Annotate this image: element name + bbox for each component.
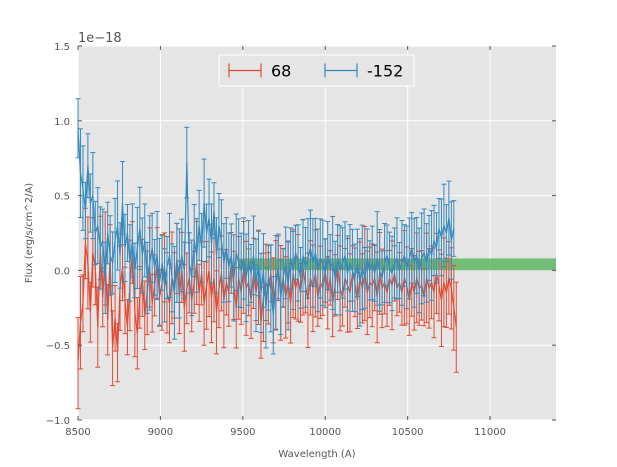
legend-entry--152: -152 (324, 62, 403, 81)
legend-entry-68: 68 (228, 62, 291, 81)
plot-area (78, 46, 556, 420)
series-layer (75, 98, 459, 410)
y-tick-label: −0.5 (46, 341, 70, 352)
x-tick-label: 9000 (148, 427, 173, 438)
legend: 68 -152 (218, 54, 415, 87)
y-axis-title: Flux (erg/s/cm^2/A) (24, 183, 35, 283)
y-offset-label: 1e−18 (78, 31, 122, 46)
x-tick-label: 10000 (309, 427, 341, 438)
x-tick-label: 8500 (65, 427, 90, 438)
legend-label: 68 (271, 62, 291, 81)
y-tick-label: 0.5 (54, 192, 70, 203)
series-line-68 (77, 243, 457, 364)
series-line--152 (77, 128, 455, 316)
x-tick-label: 10500 (392, 427, 424, 438)
y-tick-label: 1.0 (54, 117, 70, 128)
y-tick-label: −1.0 (46, 416, 70, 427)
y-tick-label: 0.0 (54, 266, 70, 277)
x-tick-label: 9500 (230, 427, 255, 438)
series--152 (75, 98, 457, 355)
x-axis-title: Wavelength (A) (278, 449, 355, 460)
y-tick-label: 1.5 (54, 42, 70, 53)
x-tick-label: 11000 (474, 427, 506, 438)
axes: 8500 9000 9500 10000 10500 11000 −1.0 −0.5 0.0 0.… (46, 42, 556, 438)
legend-label: -152 (367, 62, 403, 81)
